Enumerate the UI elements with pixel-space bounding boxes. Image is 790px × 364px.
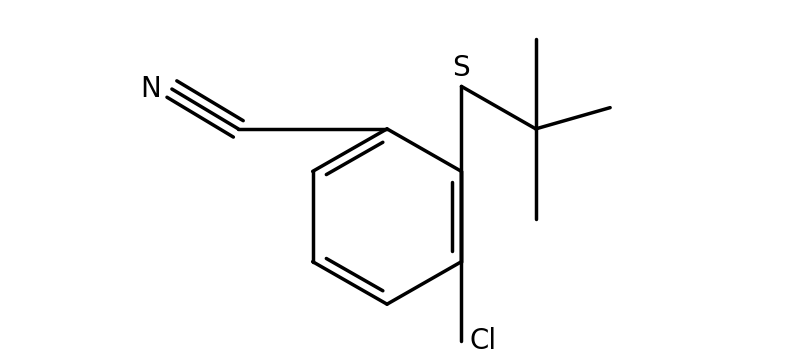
Text: Cl: Cl [469,327,496,355]
Text: N: N [141,75,161,103]
Text: S: S [453,54,470,82]
